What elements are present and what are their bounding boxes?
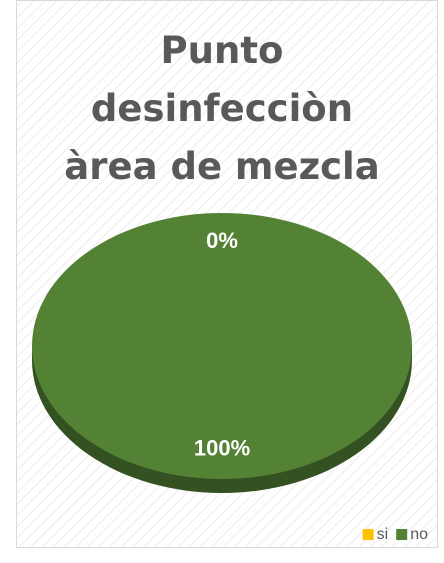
data-label: 100% xyxy=(194,436,250,461)
legend-label: si xyxy=(377,526,389,543)
legend-swatch xyxy=(362,529,374,540)
chart-title: Punto desinfecciòn àrea de mezcla xyxy=(64,29,380,188)
legend-label: no xyxy=(410,526,428,543)
pie-slice xyxy=(32,213,412,479)
legend-swatch xyxy=(396,529,408,540)
data-label: 0% xyxy=(206,228,238,253)
